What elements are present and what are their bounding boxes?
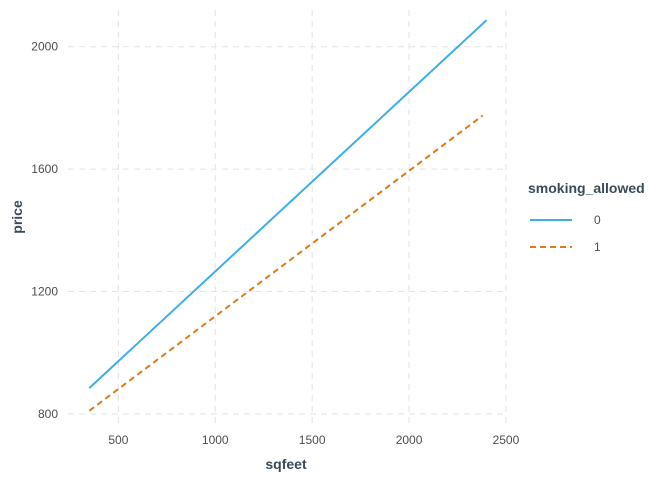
- y-tick-label: 1600: [31, 162, 58, 176]
- x-tick-label: 1500: [299, 433, 326, 447]
- x-axis-ticks: 500 1000 1500 2000 2500: [108, 433, 519, 447]
- legend-label-0: 0: [594, 213, 601, 227]
- x-tick-label: 2000: [396, 433, 423, 447]
- legend-title: smoking_allowed: [528, 180, 645, 196]
- y-tick-label: 2000: [31, 40, 58, 54]
- grid: [68, 10, 507, 423]
- series-line-0: [88, 19, 488, 389]
- series-lines: [88, 19, 488, 412]
- y-axis-ticks: 800 1200 1600 2000: [31, 40, 58, 421]
- x-axis-title: sqfeet: [265, 456, 307, 472]
- legend: smoking_allowed 01: [528, 180, 645, 254]
- legend-label-1: 1: [594, 240, 601, 254]
- legend-items: 01: [530, 213, 601, 254]
- y-tick-label: 800: [38, 407, 58, 421]
- x-tick-label: 2500: [493, 433, 520, 447]
- x-tick-label: 1000: [202, 433, 229, 447]
- y-axis-title: price: [9, 200, 25, 234]
- x-tick-label: 500: [108, 433, 128, 447]
- series-line-1: [88, 114, 484, 412]
- y-tick-label: 1200: [31, 284, 58, 298]
